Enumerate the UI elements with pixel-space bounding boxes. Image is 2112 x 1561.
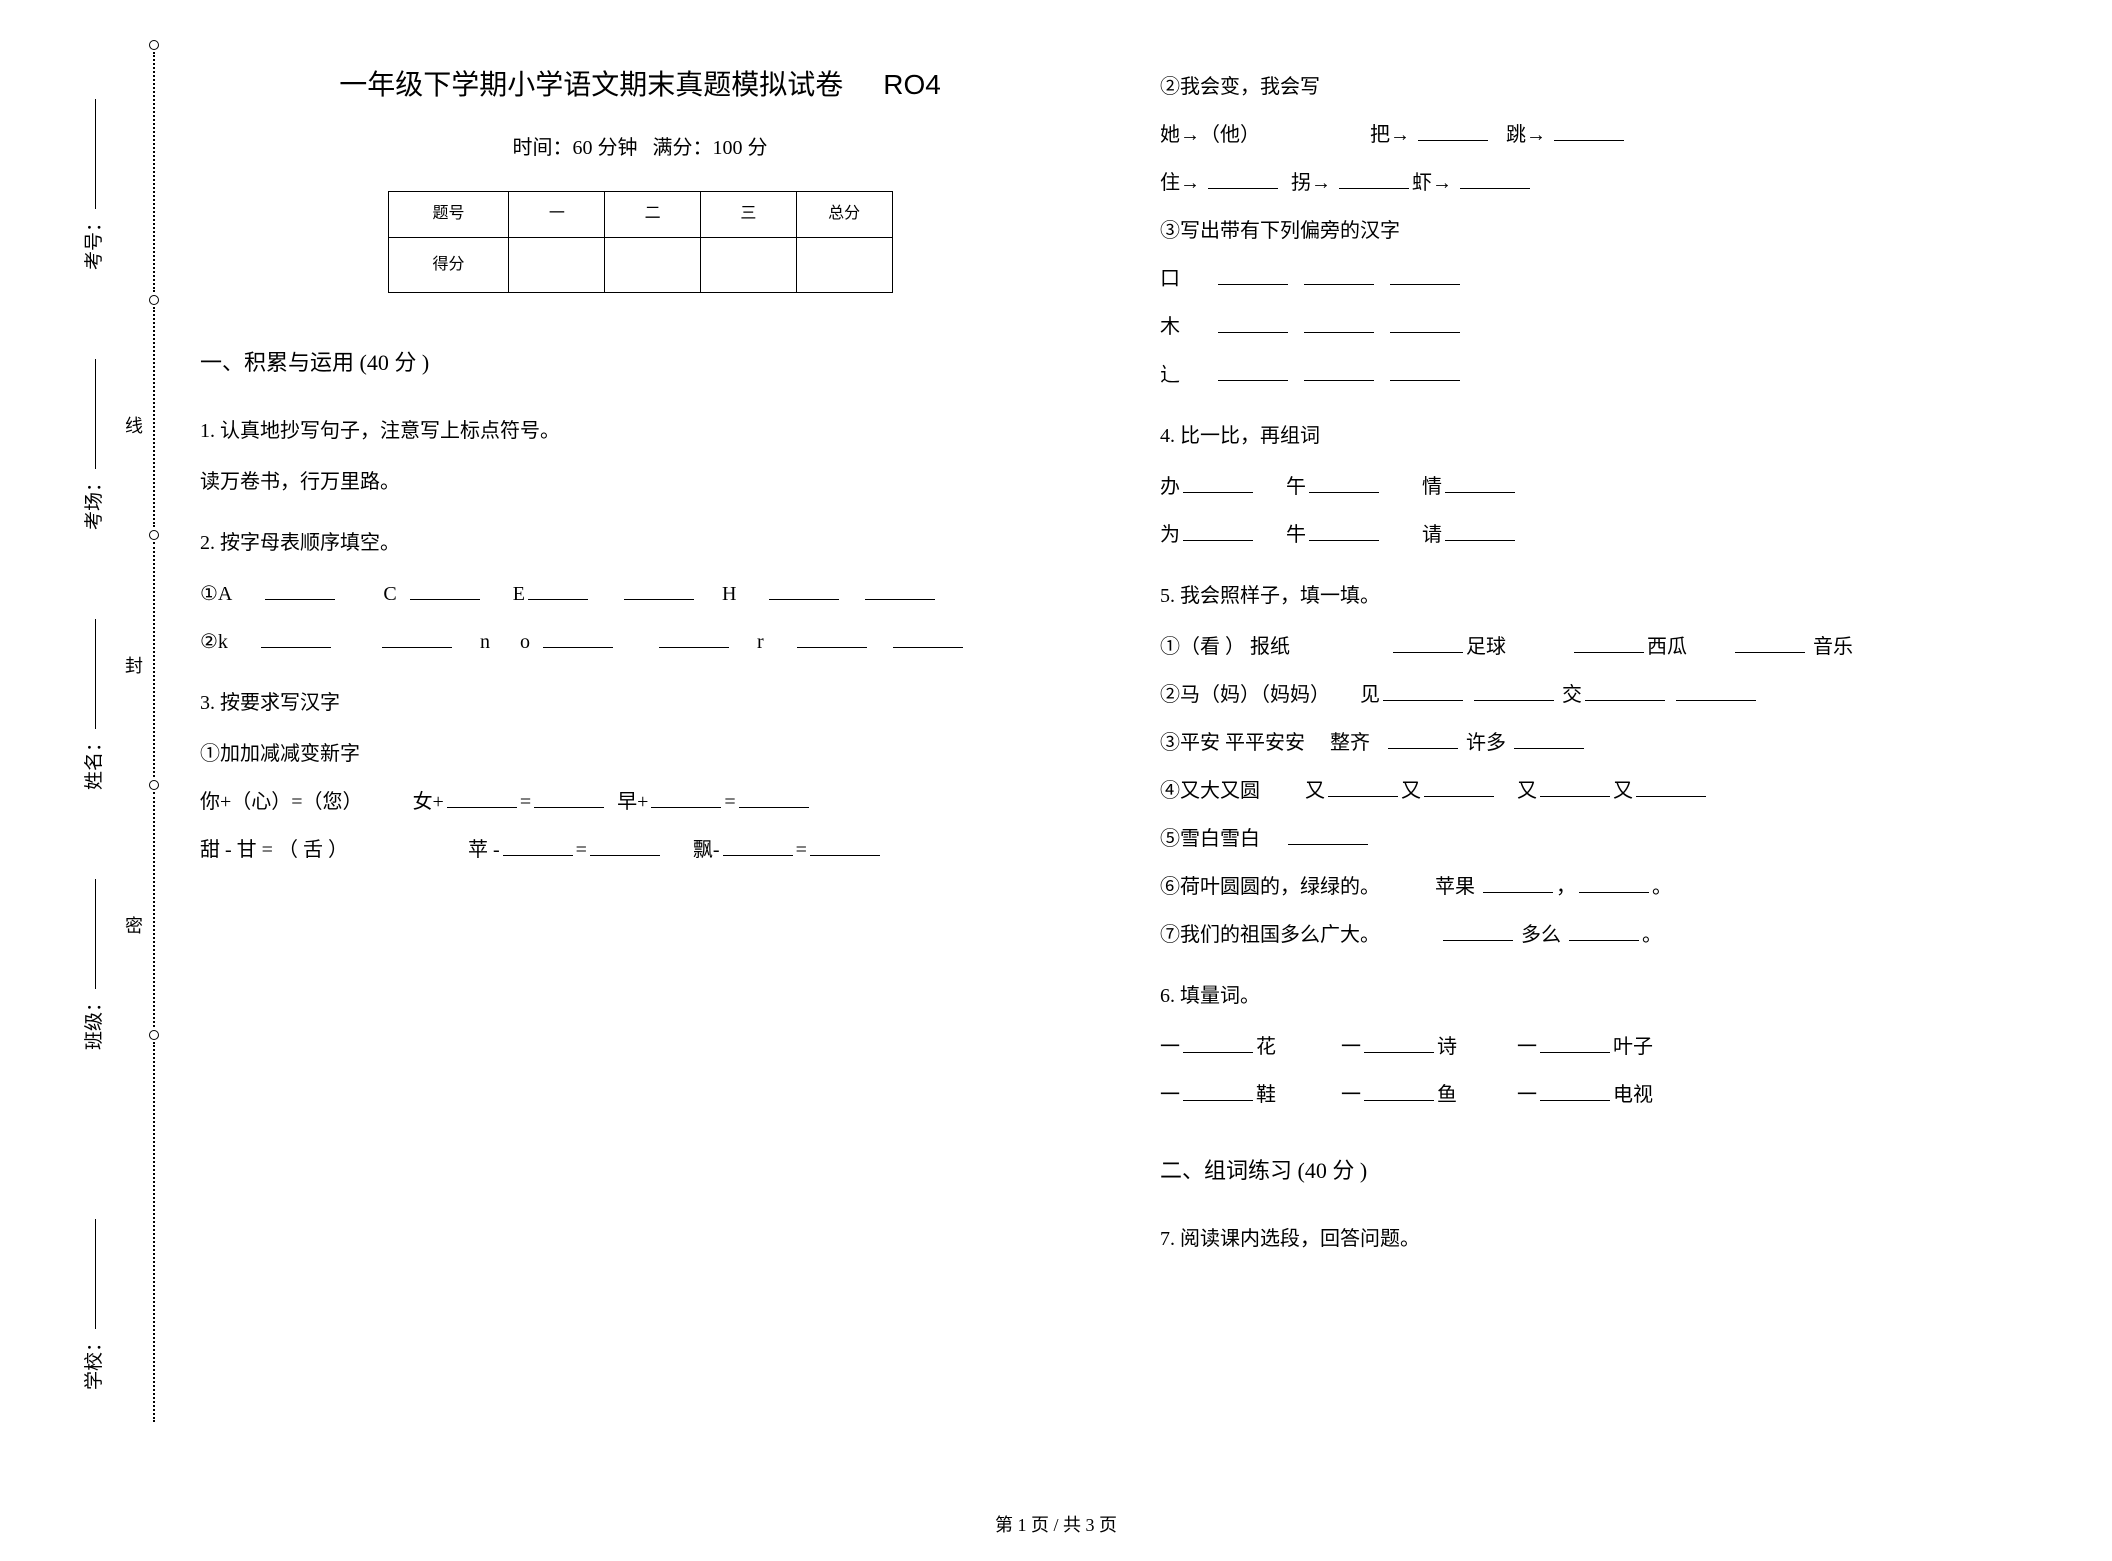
- score-th: 三: [700, 192, 796, 238]
- score-th: 总分: [796, 192, 892, 238]
- q3-r2: 木: [1160, 306, 2040, 348]
- score-table: 题号 一 二 三 总分 得分: [388, 191, 893, 293]
- column-left: 一年级下学期小学语文期末真题模拟试卷RO4 时间：60 分钟 满分：100 分 …: [200, 60, 1080, 1460]
- score-td: [605, 238, 701, 293]
- score-td: [509, 238, 605, 293]
- q2-line1: ①A C E H: [200, 573, 1080, 615]
- q5-l3: ③平安 平平安安 整齐 许多: [1160, 722, 2040, 764]
- score-th: 二: [605, 192, 701, 238]
- q5-l1: ①（看 ） 报纸 足球 西瓜 音乐: [1160, 626, 2040, 668]
- q5-l4: ④又大又圆 又又 又又: [1160, 770, 2040, 812]
- q6-line1: 一花 一诗 一叶子: [1160, 1026, 2040, 1068]
- q1-title: 1. 认真地抄写句子，注意写上标点符号。: [200, 413, 1080, 449]
- q3-title: 3. 按要求写汉字: [200, 685, 1080, 721]
- exam-subtitle: 时间：60 分钟 满分：100 分: [200, 130, 1080, 166]
- q4-title: 4. 比一比，再组词: [1160, 418, 2040, 454]
- q3-p3: ③写出带有下列偏旁的汉字: [1160, 210, 2040, 252]
- q4-line2: 为 牛 请: [1160, 514, 2040, 556]
- q5-l7: ⑦我们的祖国多么广大。 多么 。: [1160, 914, 2040, 956]
- seal-char-1: 线: [125, 410, 143, 442]
- q3-p2: ②我会变，我会写: [1160, 66, 2040, 108]
- score-td: [700, 238, 796, 293]
- exam-title: 一年级下学期小学语文期末真题模拟试卷RO4: [200, 60, 1080, 110]
- seal-char-3: 密: [125, 910, 143, 942]
- q2-line2: ②k n o r: [200, 621, 1080, 663]
- binding-label-4: 学校：: [78, 1219, 112, 1390]
- binding-margin: 线 封 密 考号： 考场： 姓名： 班级： 学校：: [30, 40, 170, 1460]
- binding-label-3: 班级：: [78, 879, 112, 1050]
- q6-line2: 一鞋 一鱼 一电视: [1160, 1074, 2040, 1116]
- score-th: 题号: [388, 192, 509, 238]
- q3-p2-line1: 她→（他） 把→ 跳→: [1160, 114, 2040, 156]
- q3-p1-line2: 甜 - 甘 = （ 舌 ） 苹 -= 飘-=: [200, 829, 1080, 871]
- q3-r1: 口: [1160, 258, 2040, 300]
- binding-label-2: 姓名：: [78, 619, 112, 790]
- q7-title: 7. 阅读课内选段，回答问题。: [1160, 1221, 2040, 1257]
- column-right: ②我会变，我会写 她→（他） 把→ 跳→ 住→ 拐→ 虾→ ③写出带有下列偏旁的…: [1160, 60, 2040, 1460]
- q3-r3: 辶: [1160, 354, 2040, 396]
- score-td: [796, 238, 892, 293]
- section-2: 二、组词练习 (40 分 ): [1160, 1151, 2040, 1191]
- q2-title: 2. 按字母表顺序填空。: [200, 525, 1080, 561]
- q5-l2: ②马（妈）（妈妈） 见 交: [1160, 674, 2040, 716]
- score-td: 得分: [388, 238, 509, 293]
- q3-p2-line2: 住→ 拐→ 虾→: [1160, 162, 2040, 204]
- q5-l5: ⑤雪白雪白: [1160, 818, 2040, 860]
- q6-title: 6. 填量词。: [1160, 978, 2040, 1014]
- page-footer: 第 1 页 / 共 3 页: [0, 1509, 2112, 1541]
- section-1: 一、积累与运用 (40 分 ): [200, 343, 1080, 383]
- q3-p1: ①加加减减变新字: [200, 733, 1080, 775]
- q1-text: 读万卷书，行万里路。: [200, 461, 1080, 503]
- score-th: 一: [509, 192, 605, 238]
- page-body: 一年级下学期小学语文期末真题模拟试卷RO4 时间：60 分钟 满分：100 分 …: [200, 60, 2060, 1460]
- q5-l6: ⑥荷叶圆圆的，绿绿的。 苹果 ，。: [1160, 866, 2040, 908]
- binding-label-1: 考场：: [78, 359, 112, 530]
- q4-line1: 办 午 情: [1160, 466, 2040, 508]
- seal-char-2: 封: [125, 650, 143, 682]
- q3-p1-line1: 你+（心）=（您） 女+= 早+=: [200, 781, 1080, 823]
- binding-label-0: 考号：: [78, 99, 112, 270]
- dot-line: [145, 40, 165, 1460]
- q5-title: 5. 我会照样子，填一填。: [1160, 578, 2040, 614]
